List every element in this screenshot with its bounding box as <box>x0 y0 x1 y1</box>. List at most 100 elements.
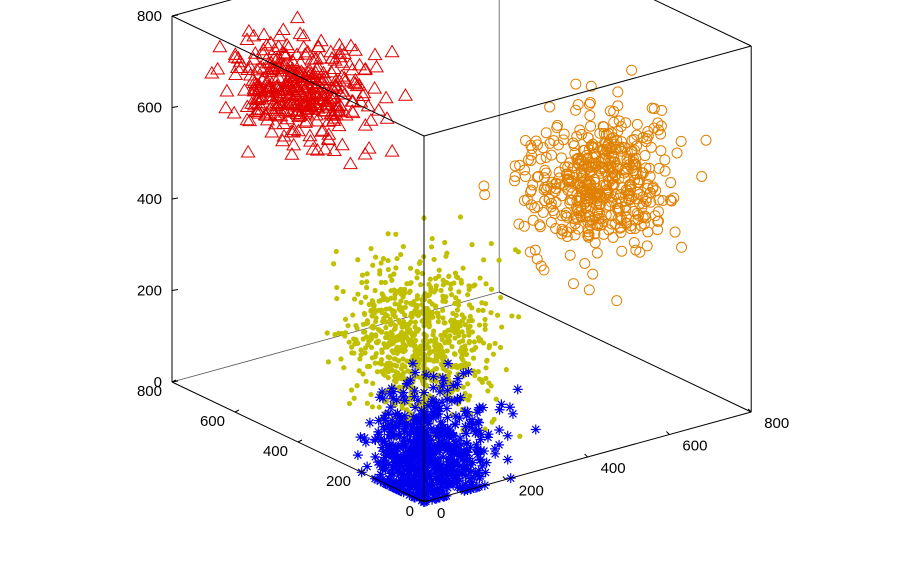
data-point <box>565 181 577 193</box>
data-point <box>459 345 465 351</box>
data-point <box>313 85 329 98</box>
data-point <box>415 435 426 446</box>
data-point <box>482 316 488 323</box>
data-point <box>489 419 495 425</box>
data-point <box>465 442 476 453</box>
data-point <box>625 191 637 203</box>
data-point <box>378 307 384 313</box>
data-point <box>575 154 587 166</box>
data-point <box>494 404 505 415</box>
data-point <box>392 295 398 301</box>
data-point <box>400 322 407 328</box>
data-point <box>620 117 632 129</box>
data-point <box>393 231 399 237</box>
data-point <box>321 114 337 127</box>
box-edge-top-left <box>171 15 425 137</box>
data-point <box>605 160 617 172</box>
data-point <box>441 481 452 492</box>
data-point <box>507 408 518 419</box>
data-point <box>439 336 445 343</box>
data-point <box>389 308 396 314</box>
data-point <box>282 59 298 73</box>
data-point <box>396 358 402 364</box>
data-point <box>545 201 557 213</box>
data-point <box>496 399 507 410</box>
data-point <box>544 137 556 149</box>
data-point <box>448 464 459 475</box>
data-point <box>414 268 420 274</box>
data-point <box>442 239 448 246</box>
data-point <box>460 338 466 344</box>
data-point <box>329 81 345 94</box>
data-point <box>456 298 462 304</box>
data-point <box>470 283 476 289</box>
data-point <box>535 153 547 165</box>
data-point <box>331 37 347 51</box>
data-point <box>483 429 494 440</box>
data-point <box>420 452 431 463</box>
z-tick-mark <box>171 14 179 17</box>
data-point <box>385 266 391 273</box>
data-point <box>351 336 357 342</box>
data-point <box>488 310 494 316</box>
data-point <box>423 442 434 453</box>
data-point <box>440 298 446 304</box>
data-point <box>394 428 405 439</box>
data-point <box>518 220 530 232</box>
data-point <box>465 292 471 298</box>
data-point <box>402 343 409 349</box>
data-point <box>490 448 501 459</box>
data-point <box>497 344 504 351</box>
data-point <box>581 152 593 164</box>
data-point <box>323 44 339 58</box>
data-point <box>558 128 570 140</box>
data-point <box>585 120 597 132</box>
data-point <box>462 322 469 328</box>
data-point <box>218 100 234 114</box>
data-point <box>642 226 654 238</box>
data-point <box>364 279 370 285</box>
data-point <box>410 333 416 339</box>
data-point <box>476 376 483 382</box>
data-point <box>452 482 463 493</box>
data-point <box>302 133 319 147</box>
data-point <box>426 281 432 287</box>
data-point <box>633 174 645 186</box>
data-point <box>414 275 420 281</box>
data-point <box>469 242 475 248</box>
data-point <box>377 268 383 274</box>
data-point <box>482 322 488 328</box>
data-point <box>466 283 472 289</box>
data-point <box>323 64 339 78</box>
data-point <box>345 323 351 329</box>
data-point <box>376 433 387 444</box>
data-point <box>368 59 385 73</box>
data-point <box>417 259 423 265</box>
data-point <box>393 452 404 463</box>
data-point <box>397 332 403 339</box>
data-point <box>435 479 446 490</box>
data-point <box>326 113 342 126</box>
data-point <box>631 118 643 130</box>
data-point <box>377 393 388 404</box>
data-point <box>483 375 489 381</box>
data-point <box>239 99 255 113</box>
data-point <box>475 455 486 466</box>
data-point <box>350 312 356 318</box>
data-point <box>531 139 543 151</box>
data-point <box>386 422 397 433</box>
data-point <box>400 485 411 496</box>
data-point <box>602 139 614 151</box>
data-point <box>410 402 421 413</box>
data-point <box>428 244 435 250</box>
data-point <box>430 348 436 354</box>
data-point <box>393 363 400 369</box>
data-point <box>321 127 337 140</box>
data-point <box>494 424 505 435</box>
data-point <box>607 132 619 144</box>
data-point <box>478 180 490 192</box>
data-point <box>333 248 339 255</box>
data-point <box>399 395 410 406</box>
data-point <box>304 51 320 65</box>
data-point <box>435 386 446 397</box>
